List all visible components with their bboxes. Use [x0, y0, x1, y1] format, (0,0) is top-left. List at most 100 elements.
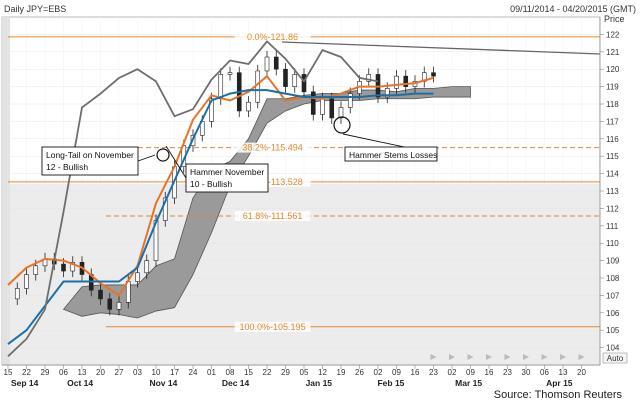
annotation-callout: Hammer November 10 - Bullish	[165, 145, 269, 193]
x-month-labels: Sep 14 Oct 14 Nov 14 Dec 14 Jan 15 Feb 15 Mar …	[11, 378, 573, 388]
auto-button[interactable]: Auto	[602, 352, 628, 364]
x-tick-label: 06	[59, 368, 68, 377]
future-arrow-icon	[523, 354, 529, 360]
candle-body	[329, 98, 335, 119]
annotation-callout: Hammer Stems Losses	[342, 133, 438, 162]
x-tick-label: 22	[263, 368, 272, 377]
candle-body	[384, 88, 390, 98]
candle-body	[70, 262, 76, 272]
y-tick-label: 119	[606, 83, 619, 92]
x-tick-label: 16	[485, 368, 494, 377]
x-tick-label: 17	[170, 368, 179, 377]
candle-body	[107, 298, 113, 310]
y-tick-label: 113	[606, 187, 619, 196]
annotation-leader	[165, 145, 187, 179]
future-arrow-icon	[504, 354, 511, 360]
x-month-label: Apr 15	[546, 378, 573, 388]
series-line-lagging	[7, 40, 379, 357]
x-month-label: Oct 14	[67, 378, 93, 388]
candle-body	[310, 91, 316, 115]
candle-body	[301, 74, 307, 93]
x-tick-label: 23	[503, 368, 512, 377]
x-tick-label: 27	[115, 368, 124, 377]
resistance-trendline	[281, 41, 601, 55]
date-range: 09/11/2014 - 04/20/2015 (GMT)	[510, 4, 636, 14]
y-tick-label: 122	[606, 30, 620, 39]
candle-body	[403, 75, 409, 87]
candle-body	[33, 265, 39, 275]
candle-body	[273, 56, 279, 70]
y-tick-label: 115	[606, 152, 619, 161]
y-tick-label: 110	[606, 239, 619, 248]
candle-body	[246, 101, 251, 112]
annotation-box	[185, 163, 269, 193]
candle-body	[431, 72, 436, 77]
y-tick-label: 120	[606, 65, 620, 74]
x-tick-label: 09	[466, 368, 475, 377]
candle-body	[144, 260, 150, 274]
annotation-text: Long-Tail on November	[46, 150, 134, 160]
future-arrow-icon	[467, 354, 474, 360]
long-tail-circle	[156, 148, 170, 162]
series-line-blue	[7, 89, 434, 345]
x-month-label: Sep 14	[11, 378, 39, 388]
x-tick-label: 02	[448, 368, 457, 377]
y-tick-label: 121	[606, 48, 620, 57]
x-tick-label: 05	[300, 368, 309, 377]
future-arrow-icon	[560, 354, 566, 360]
fib-label-bg	[234, 211, 311, 222]
x-tick-label: 06	[540, 368, 549, 377]
annotation-box	[41, 146, 139, 176]
x-tick-label: 08	[226, 368, 235, 377]
candle-body	[255, 70, 261, 103]
candle-body	[24, 274, 29, 289]
future-arrow-icon	[578, 354, 585, 360]
y-tick-label: 104	[606, 344, 620, 353]
x-tick-label: 29	[281, 368, 290, 377]
candle-body	[366, 74, 372, 82]
source-credit: Source: Thomson Reuters	[494, 389, 623, 401]
candle-body	[320, 98, 325, 115]
candle-body	[61, 263, 66, 272]
x-tick-label: 19	[337, 368, 346, 377]
fib-label: 0.0%-121.86	[247, 32, 298, 42]
x-tick-label: 24	[189, 368, 198, 377]
x-tick-label: 12	[318, 368, 327, 377]
annotation-text: 10 - Bullish	[190, 179, 232, 189]
y-tick-label: 117	[606, 117, 619, 126]
annotation-leader	[137, 154, 156, 162]
x-axis: 15 22 29 06 13 20 27 03 10 17 24 01 08 15 22 29 05 12 19 26…	[2, 364, 600, 388]
annotation-text: Hammer Stems Losses	[349, 150, 437, 160]
candle-body	[283, 68, 288, 87]
candle-body	[292, 74, 298, 87]
candle-body	[227, 72, 233, 75]
candle-body	[14, 288, 20, 300]
fib-label-bg	[234, 321, 311, 332]
x-tick-label: 29	[41, 368, 50, 377]
x-tick-label: 26	[355, 368, 364, 377]
candle-body	[347, 93, 353, 108]
fib-label: 50.0%-113.528	[242, 177, 302, 187]
auto-button-label: Auto	[607, 354, 624, 363]
future-date-markers	[430, 354, 585, 360]
y-axis: Price 1041051061071081091101111121131141…	[599, 14, 640, 365]
y-tick-label: 105	[606, 326, 620, 335]
future-arrow-icon	[449, 354, 455, 360]
x-tick-label: 15	[4, 368, 13, 377]
x-ticks: 15 22 29 06 13 20 27 03 10 17 24 01 08 15 22 29 05 12 19 26…	[4, 365, 586, 377]
x-month-label: Nov 14	[149, 378, 177, 388]
annotation-callout: Long-Tail on November 12 - Bullish	[41, 146, 156, 176]
x-tick-label: 23	[429, 368, 438, 377]
x-tick-label: 01	[207, 368, 216, 377]
series-lines	[7, 40, 434, 357]
x-tick-label: 20	[96, 368, 105, 377]
x-month-label: Dec 14	[222, 378, 250, 388]
x-tick-label: 20	[577, 368, 586, 377]
y-ticks: 104 105 106 107 108 109 110 111 112 113 114 115 116 1…	[600, 30, 620, 353]
y-tick-label: 108	[606, 274, 620, 283]
x-tick-label: 16	[411, 368, 420, 377]
y-tick-label: 111	[606, 222, 619, 231]
hammer-circle	[333, 116, 351, 134]
x-month-label: Jan 15	[306, 378, 333, 388]
